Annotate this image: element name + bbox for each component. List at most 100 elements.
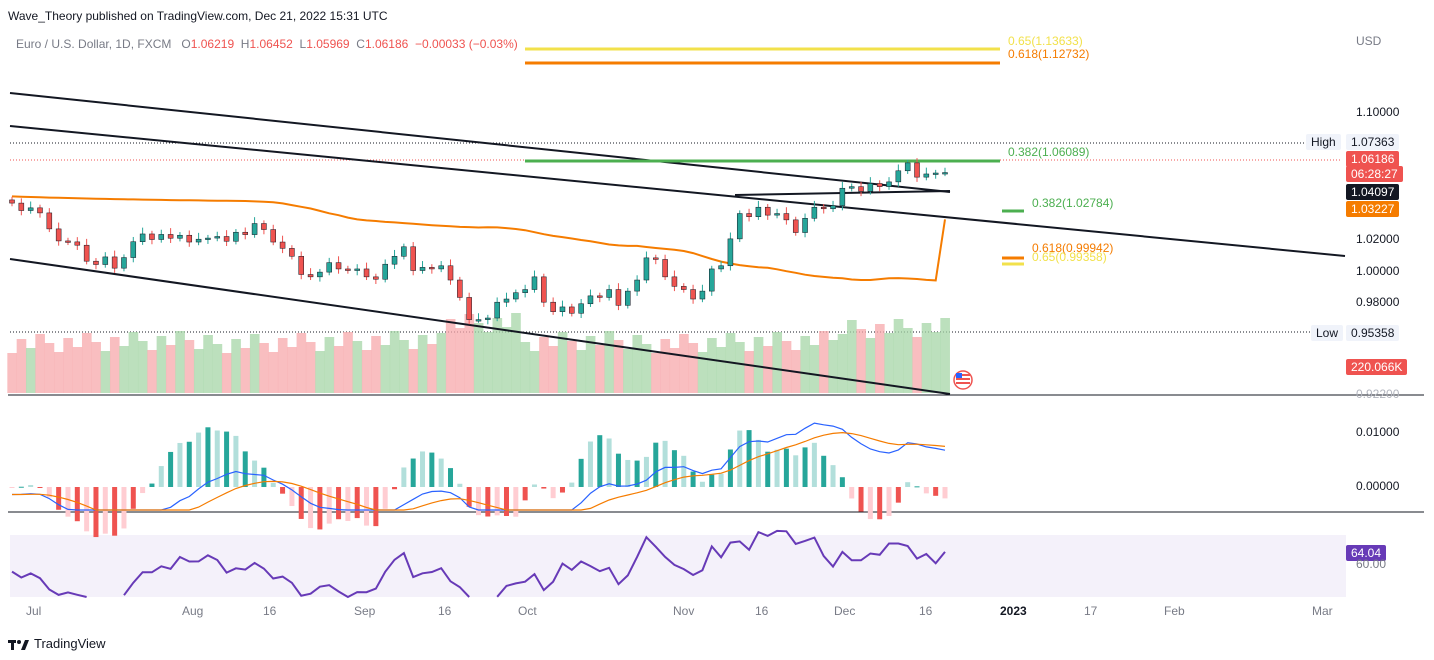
trendline-resistance[interactable] xyxy=(9,125,1346,257)
candle-body[interactable] xyxy=(391,256,398,265)
candle-body[interactable] xyxy=(410,246,416,271)
candle-body[interactable] xyxy=(177,234,183,239)
tradingview-brand[interactable]: TradingView xyxy=(8,636,106,651)
candle-body[interactable] xyxy=(289,248,295,257)
candle-body[interactable] xyxy=(37,207,43,214)
candle-body[interactable] xyxy=(718,265,724,270)
candle-body[interactable] xyxy=(746,213,752,217)
trendline-upper-channel[interactable] xyxy=(9,92,951,193)
candle-body[interactable] xyxy=(755,206,762,217)
candle-body[interactable] xyxy=(774,213,780,216)
candle-body[interactable] xyxy=(242,231,248,235)
candle-body[interactable] xyxy=(671,276,678,287)
candle-body[interactable] xyxy=(709,268,715,292)
candle-body[interactable] xyxy=(494,301,500,319)
candlestick-series[interactable] xyxy=(9,158,948,325)
candle-body[interactable] xyxy=(307,274,314,278)
candle-body[interactable] xyxy=(848,186,855,189)
candle-body[interactable] xyxy=(783,213,790,221)
candle-body[interactable] xyxy=(55,228,62,242)
candle-body[interactable] xyxy=(345,268,351,271)
candle-body[interactable] xyxy=(578,303,584,314)
candle-body[interactable] xyxy=(158,234,165,240)
candle-body[interactable] xyxy=(457,279,463,298)
candle-body[interactable] xyxy=(205,237,211,240)
candle-body[interactable] xyxy=(904,162,911,172)
candle-body[interactable] xyxy=(932,172,939,175)
candle-body[interactable] xyxy=(373,276,379,280)
candle-body[interactable] xyxy=(223,236,230,242)
candle-body[interactable] xyxy=(382,263,388,280)
candle-body[interactable] xyxy=(149,233,155,240)
candle-body[interactable] xyxy=(541,276,547,303)
candle-body[interactable] xyxy=(764,206,771,216)
candle-body[interactable] xyxy=(279,241,286,249)
candle-body[interactable] xyxy=(606,289,612,298)
candle-body[interactable] xyxy=(18,202,25,211)
candle-body[interactable] xyxy=(643,257,650,281)
candle-body[interactable] xyxy=(634,279,640,292)
candle-body[interactable] xyxy=(681,286,687,290)
candle-body[interactable] xyxy=(186,234,193,243)
candle-body[interactable] xyxy=(447,265,454,281)
candle-body[interactable] xyxy=(233,231,239,242)
candle-body[interactable] xyxy=(65,240,71,243)
candle-body[interactable] xyxy=(429,267,435,270)
candle-body[interactable] xyxy=(569,306,575,314)
candle-body[interactable] xyxy=(895,170,902,183)
candle-body[interactable] xyxy=(876,183,883,187)
candle-body[interactable] xyxy=(93,260,99,265)
candle-body[interactable] xyxy=(46,212,53,230)
candle-body[interactable] xyxy=(736,213,743,240)
candle-body[interactable] xyxy=(167,234,174,239)
candle-body[interactable] xyxy=(270,229,276,243)
candle-body[interactable] xyxy=(625,290,631,306)
candle-body[interactable] xyxy=(886,181,892,187)
candle-body[interactable] xyxy=(111,256,118,269)
candle-body[interactable] xyxy=(690,289,696,300)
candle-body[interactable] xyxy=(792,219,799,233)
candle-body[interactable] xyxy=(139,233,146,242)
candle-body[interactable] xyxy=(317,271,323,278)
candle-body[interactable] xyxy=(513,292,519,300)
symbol-name[interactable]: Euro / U.S. Dollar, 1D, FXCM xyxy=(16,37,172,51)
candle-body[interactable] xyxy=(830,205,836,210)
candle-body[interactable] xyxy=(699,290,706,300)
candle-body[interactable] xyxy=(597,295,603,298)
candle-body[interactable] xyxy=(130,241,137,258)
candle-body[interactable] xyxy=(653,257,659,260)
candle-body[interactable] xyxy=(662,259,668,278)
candle-body[interactable] xyxy=(354,268,360,271)
candle-body[interactable] xyxy=(867,183,874,192)
trendline-lower-channel[interactable] xyxy=(9,258,951,395)
candle-body[interactable] xyxy=(214,236,221,239)
candle-body[interactable] xyxy=(475,319,482,322)
candle-body[interactable] xyxy=(363,268,370,278)
candle-body[interactable] xyxy=(121,257,127,269)
candle-body[interactable] xyxy=(820,206,827,210)
candle-body[interactable] xyxy=(251,223,258,235)
candle-body[interactable] xyxy=(550,301,556,312)
candle-body[interactable] xyxy=(83,244,90,262)
candle-body[interactable] xyxy=(942,172,948,175)
candle-body[interactable] xyxy=(298,256,304,275)
candle-body[interactable] xyxy=(102,256,109,265)
candle-body[interactable] xyxy=(727,238,734,267)
candle-body[interactable] xyxy=(335,262,342,270)
candle-body[interactable] xyxy=(914,162,920,178)
candle-body[interactable] xyxy=(839,187,846,206)
candle-body[interactable] xyxy=(811,206,818,219)
candle-body[interactable] xyxy=(923,173,930,178)
candle-body[interactable] xyxy=(531,276,538,290)
candle-body[interactable] xyxy=(858,186,864,192)
us-flag-icon[interactable] xyxy=(953,370,973,390)
candle-body[interactable] xyxy=(326,262,332,273)
candle-body[interactable] xyxy=(522,289,528,293)
candle-body[interactable] xyxy=(615,289,622,306)
candle-body[interactable] xyxy=(27,207,34,211)
candle-body[interactable] xyxy=(438,265,444,270)
candle-body[interactable] xyxy=(195,238,202,243)
candle-body[interactable] xyxy=(74,241,81,246)
candle-body[interactable] xyxy=(261,223,267,230)
